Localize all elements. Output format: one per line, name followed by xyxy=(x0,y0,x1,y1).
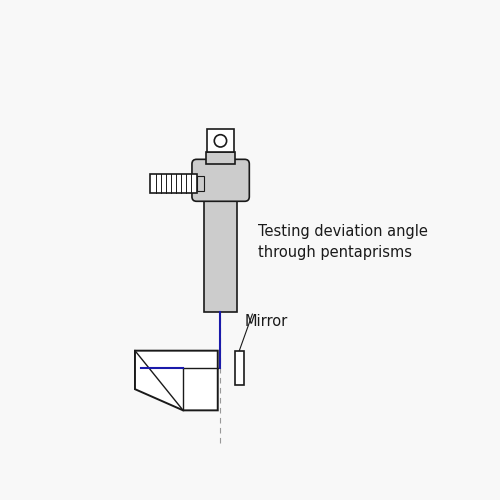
FancyBboxPatch shape xyxy=(192,160,250,202)
Text: Mirror: Mirror xyxy=(244,314,288,329)
Bar xyxy=(196,176,204,191)
Circle shape xyxy=(214,134,226,147)
Bar xyxy=(235,350,244,386)
Bar xyxy=(208,130,234,152)
Bar xyxy=(206,152,235,164)
Text: Testing deviation angle
through pentaprisms: Testing deviation angle through pentapri… xyxy=(258,224,428,260)
Bar xyxy=(204,196,237,312)
Polygon shape xyxy=(135,350,218,410)
Bar xyxy=(150,174,196,193)
